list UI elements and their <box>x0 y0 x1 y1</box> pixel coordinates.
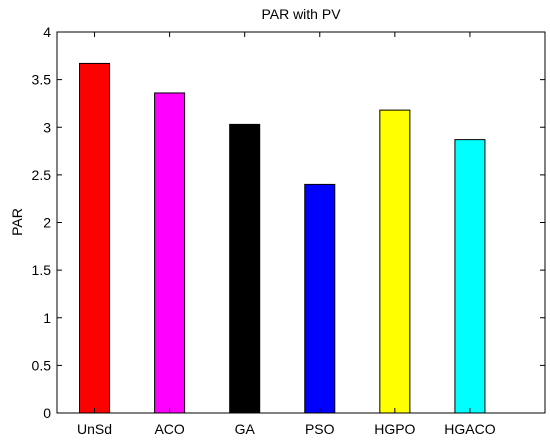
chart-title: PAR with PV <box>261 6 341 22</box>
y-axis-label: PAR <box>9 208 25 236</box>
x-tick-label: PSO <box>305 421 335 437</box>
plot-area: 0 0.5 1 1.5 2 2.5 3 3.5 4 UnSd ACO GA PSO HGPO HGACO <box>32 24 546 437</box>
y-tick-label: 4 <box>43 24 51 40</box>
bar-hgaco <box>454 139 486 414</box>
bar-unsd <box>79 62 111 414</box>
x-tick-label: ACO <box>154 421 184 437</box>
x-tick-label: UnSd <box>77 421 112 437</box>
y-tick-label: 0 <box>43 405 51 421</box>
y-tick-label: 2 <box>43 215 51 231</box>
y-tick-label: 3.5 <box>32 72 52 88</box>
y-tick-label: 0.5 <box>32 357 52 373</box>
x-tick-label: GA <box>235 421 256 437</box>
y-tick-label: 1.5 <box>32 262 52 278</box>
x-tick-label: HGACO <box>444 421 495 437</box>
x-tick-label: HGPO <box>374 421 415 437</box>
bar-ga <box>229 123 261 414</box>
bar-aco <box>154 92 186 414</box>
y-tick-label: 2.5 <box>32 167 52 183</box>
bar-hgpo <box>379 109 411 414</box>
y-tick-label: 3 <box>43 119 51 135</box>
y-tick-label: 1 <box>43 310 51 326</box>
bar-pso <box>304 183 336 414</box>
